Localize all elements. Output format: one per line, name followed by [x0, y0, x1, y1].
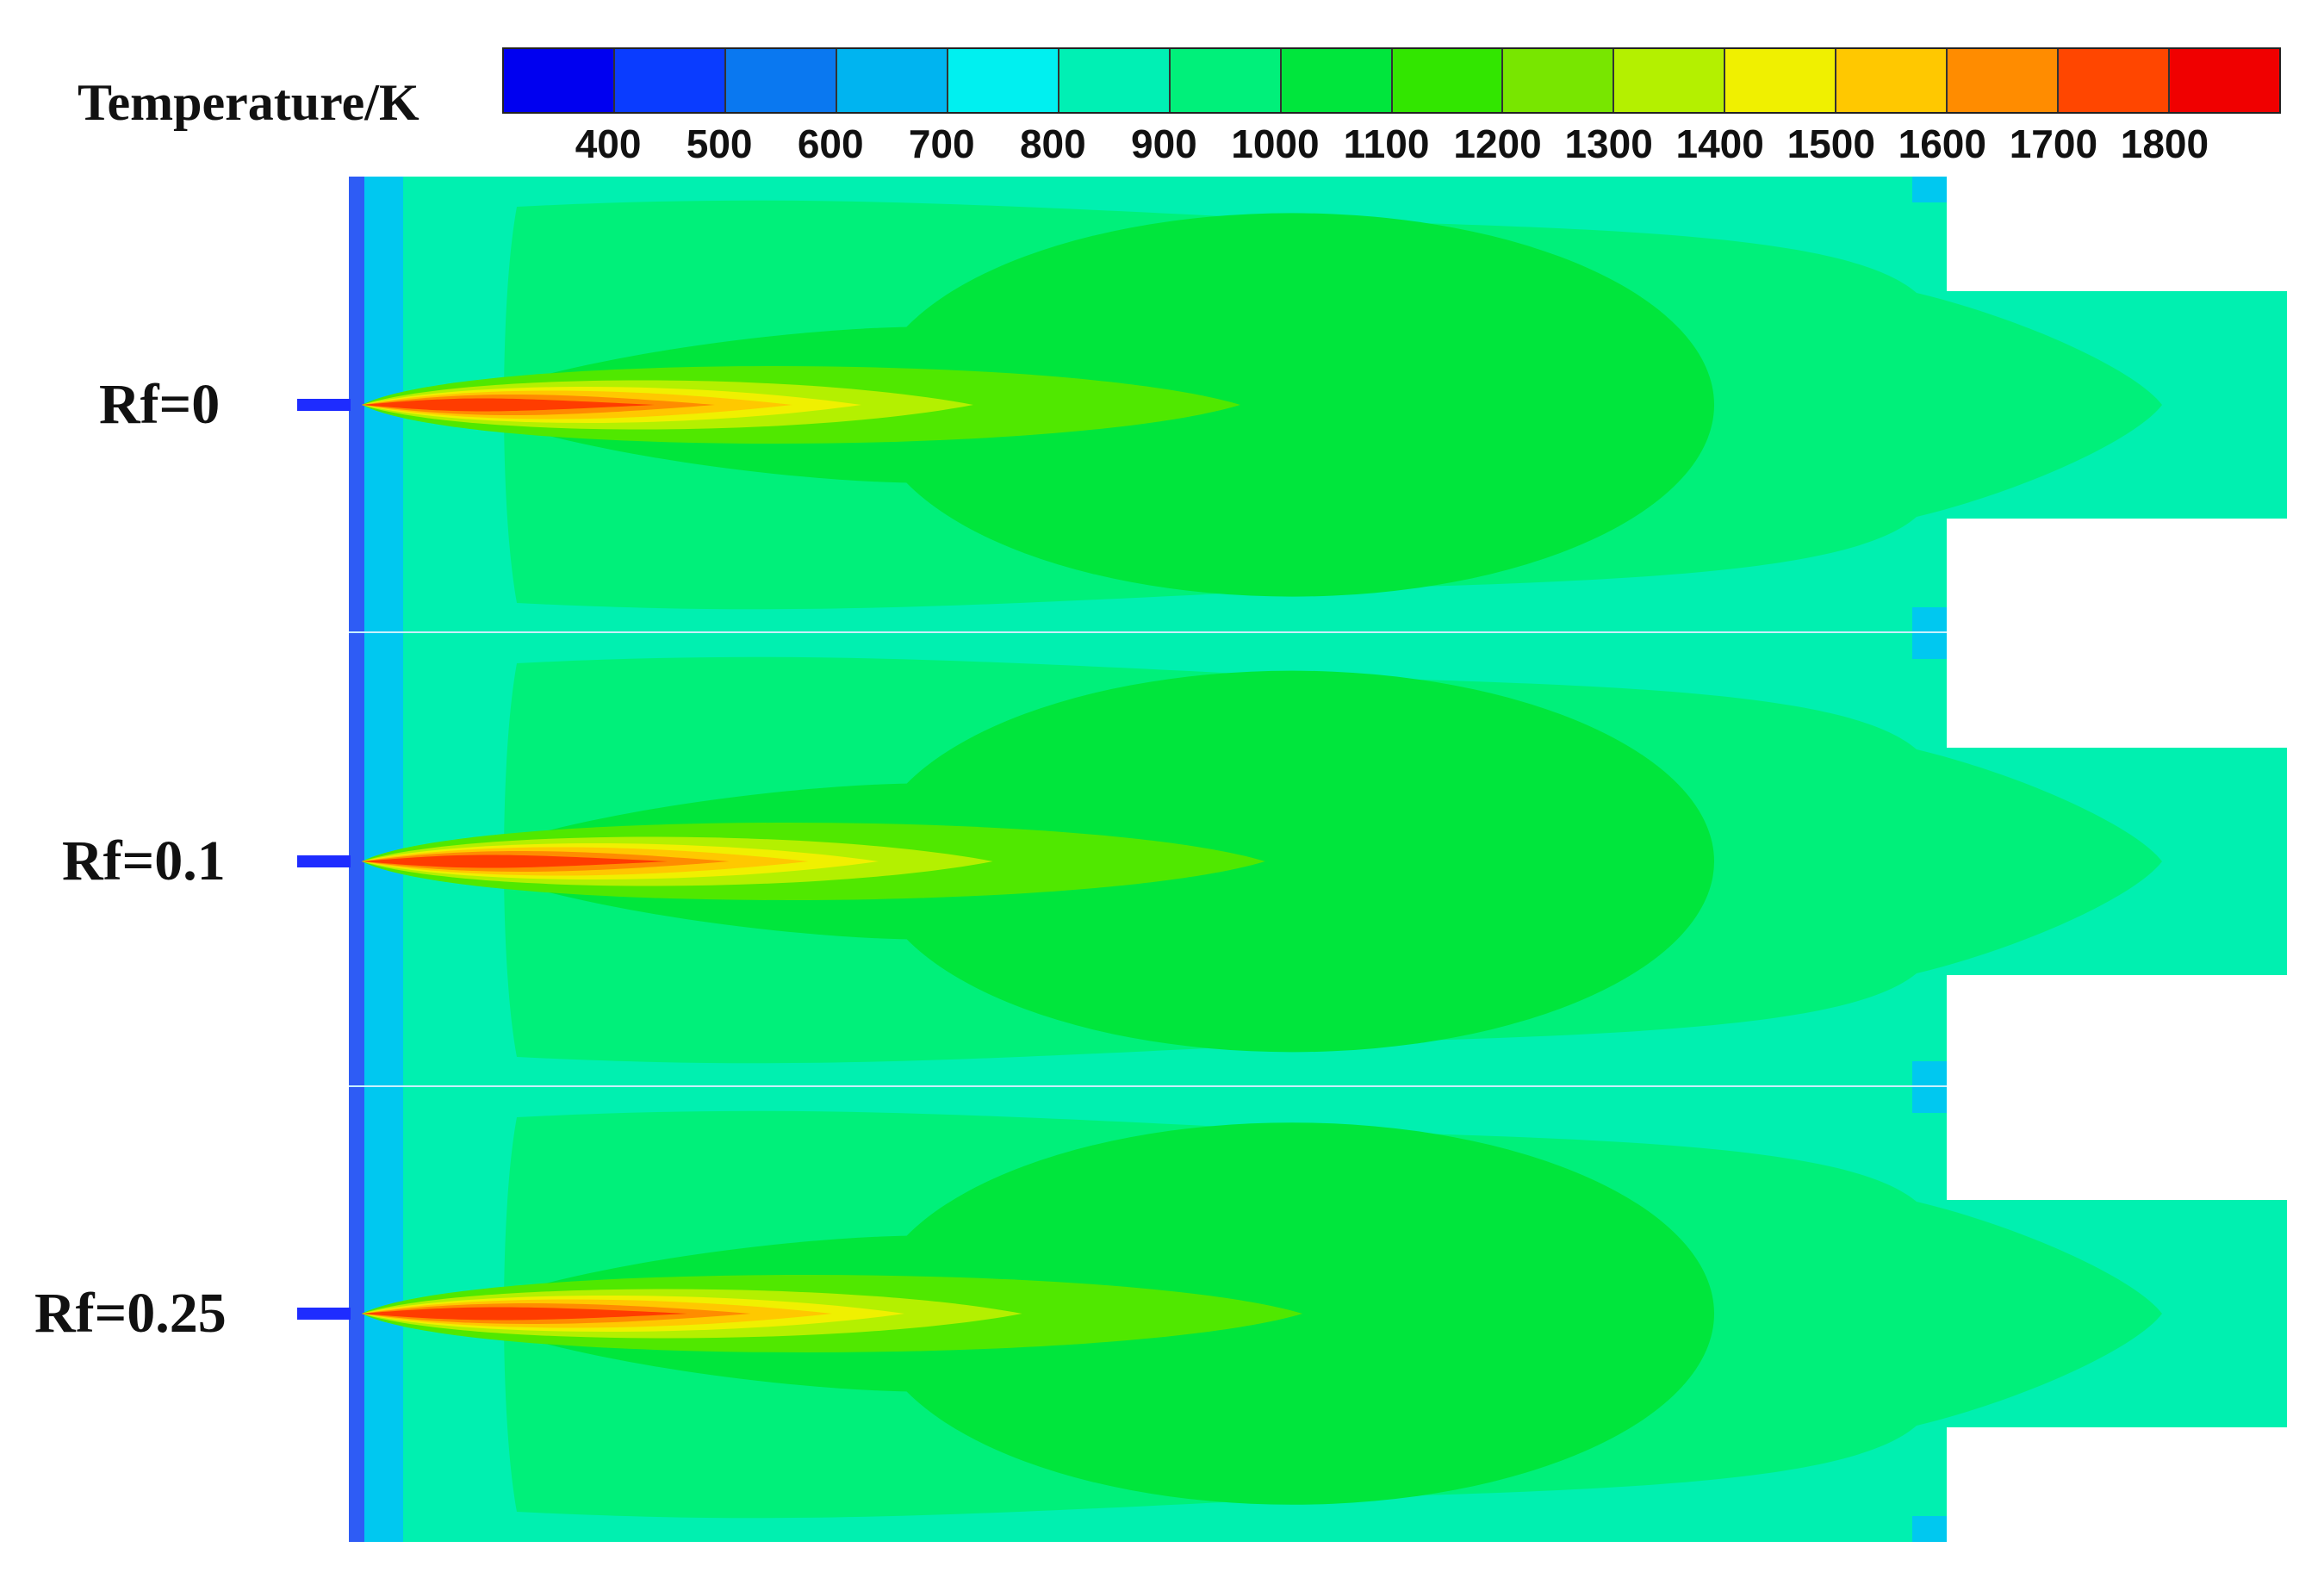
panel-corner-edge: [1912, 633, 1947, 659]
temperature-colorbar: [502, 47, 2281, 114]
panel-corner-edge: [1912, 1087, 1947, 1113]
panel-fuel-nozzle: [297, 399, 351, 411]
case-label-rf-0-25: Rf=0.25: [34, 1282, 227, 1345]
colorbar-tick: 800: [1019, 121, 1086, 166]
colorbar-swatch: [1170, 49, 1282, 112]
colorbar-swatch: [725, 49, 837, 112]
panel-corner-edge: [1912, 1516, 1947, 1542]
panel-core-green-zone: [870, 213, 1714, 597]
case-label-rf-0-1: Rf=0.1: [62, 830, 226, 892]
colorbar-tick: 500: [686, 121, 753, 166]
colorbar-swatch: [1948, 49, 2060, 112]
colorbar-tick: 1100: [1343, 121, 1430, 166]
colorbar-swatch: [948, 49, 1059, 112]
panel-flame-contour: [362, 855, 668, 868]
colorbar-swatch: [504, 49, 615, 112]
colorbar-swatch: [1503, 49, 1615, 112]
colorbar-swatch: [836, 49, 948, 112]
colorbar-swatch: [1836, 49, 1948, 112]
colorbar-swatch: [2170, 49, 2279, 112]
colorbar-swatch: [1059, 49, 1171, 112]
panel-corner-edge: [1912, 177, 1947, 202]
colorbar-swatch: [2059, 49, 2171, 112]
colorbar-tick: 1400: [1675, 121, 1764, 166]
panel-corner-edge: [1912, 607, 1947, 633]
colorbar-tick: 900: [1131, 121, 1197, 166]
colorbar-tick: 1800: [2120, 121, 2209, 166]
panel-core-green-zone: [870, 670, 1714, 1053]
panel-corner-edge: [1912, 1061, 1947, 1087]
panel-fuel-nozzle: [297, 1308, 351, 1320]
panel-flame-contour: [362, 398, 655, 412]
colorbar-tick: 1300: [1564, 121, 1653, 166]
colorbar-tick: 1600: [1898, 121, 1986, 166]
colorbar-swatch: [1725, 49, 1837, 112]
panel-fuel-nozzle: [297, 855, 351, 867]
colorbar-tick: 700: [908, 121, 975, 166]
legend-title: Temperature/K: [78, 74, 419, 131]
colorbar-tick: 1700: [2009, 121, 2098, 166]
colorbar-swatch: [614, 49, 726, 112]
colorbar-swatch: [1392, 49, 1504, 112]
colorbar-tick: 1000: [1231, 121, 1320, 166]
colorbar-tick: 1500: [1786, 121, 1875, 166]
panel-inlet-wall: [349, 633, 364, 1087]
panel-inlet-wall: [349, 177, 364, 633]
case-label-rf-0: Rf=0: [99, 373, 221, 436]
colorbar-tick: 600: [797, 121, 864, 166]
colorbar-swatch: [1281, 49, 1393, 112]
panel-flame-contour: [362, 1307, 687, 1321]
colorbar-swatch: [1614, 49, 1726, 112]
panel-inlet-wall: [349, 1087, 364, 1542]
colorbar-tick: 400: [575, 121, 642, 166]
colorbar-tick: 1200: [1453, 121, 1542, 166]
